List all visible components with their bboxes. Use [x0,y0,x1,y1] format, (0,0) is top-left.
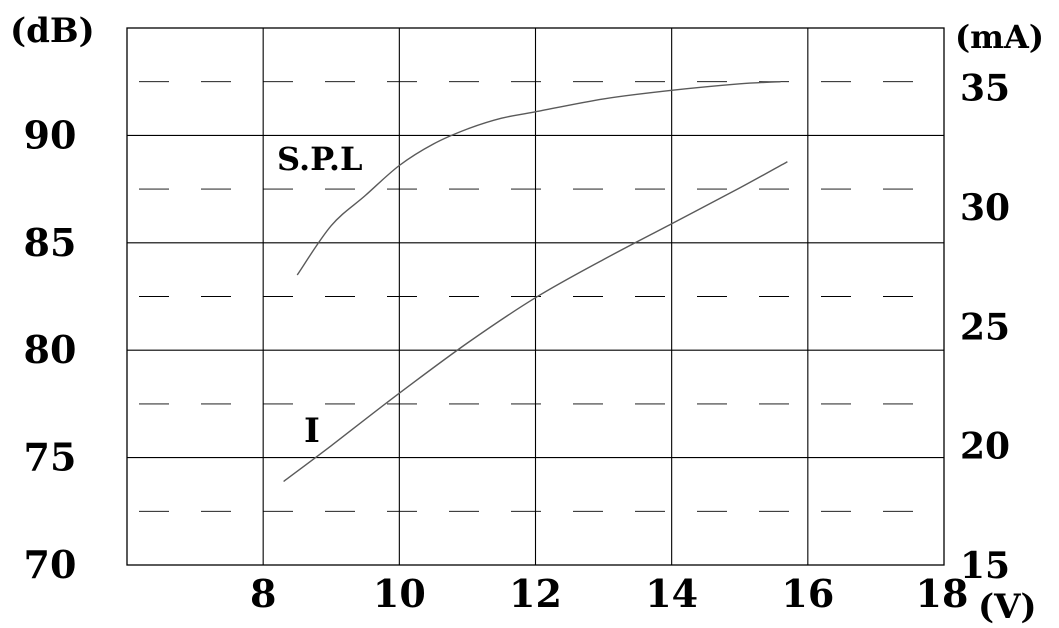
x-tick-label: 18 [916,571,969,616]
y-right-tick-label: 20 [960,426,1010,468]
series-line-i [283,161,788,483]
y-left-tick-label: 75 [24,435,77,480]
x-tick-label: 12 [509,571,562,616]
plot-frame [126,27,945,566]
left-axis-unit: (dB) [10,11,95,51]
series-line-spl [296,81,781,276]
y-right-tick-label: 15 [960,545,1010,587]
series-label-spl: S.P.L [277,140,363,178]
y-left-tick-label: 90 [24,112,77,157]
x-axis-unit: (V) [978,587,1037,627]
series-layer [283,81,788,483]
y-left-tick-label: 80 [24,327,77,372]
right-axis-unit: (mA) [955,18,1044,56]
y-right-tick-label: 35 [960,68,1010,110]
y-right-tick-label: 25 [960,306,1010,348]
series-label-i: I [304,411,320,451]
grid [127,28,944,565]
x-tick-label: 8 [250,571,276,616]
x-tick-label: 14 [645,571,698,616]
x-tick-label: 16 [781,571,834,616]
y-left-tick-label: 70 [24,542,77,587]
x-tick-label: 10 [373,571,426,616]
y-right-tick-label: 30 [960,187,1010,229]
y-left-tick-label: 85 [24,220,77,265]
ticks-layer: 8 10 12 14 16 18 70 75 80 85 90 15 20 25 30 35 [24,68,1011,616]
